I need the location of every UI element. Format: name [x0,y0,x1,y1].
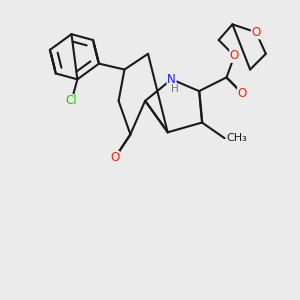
Text: O: O [110,152,119,164]
Text: O: O [251,26,261,39]
Text: H: H [171,84,178,94]
Text: CH₃: CH₃ [226,133,247,143]
Text: O: O [230,49,239,62]
Text: O: O [238,87,247,100]
Text: Cl: Cl [66,94,77,107]
Text: N: N [167,73,176,86]
